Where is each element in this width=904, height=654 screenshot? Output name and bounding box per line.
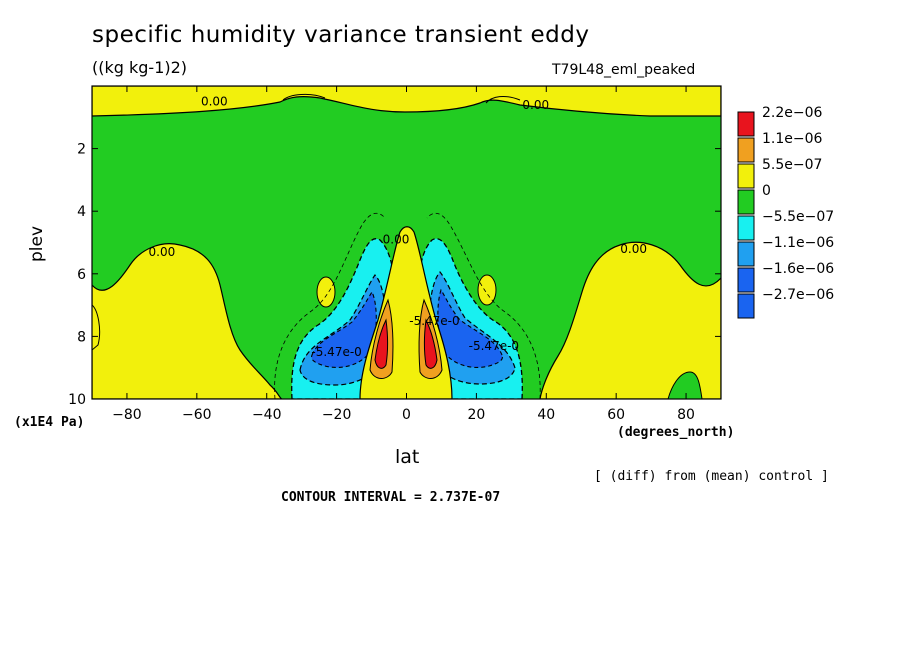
x-ticks: −80 −60 −40 −20 0 20 40 60 80 [112, 86, 695, 423]
chart-units: ((kg kg-1)2) [92, 58, 188, 77]
contour-label: 0.00 [201, 95, 228, 109]
contour-label: 0.00 [522, 98, 549, 112]
legend-label: −5.5e−07 [762, 209, 834, 225]
field-blob-left [316, 276, 336, 308]
contour-label: 0.00 [149, 245, 176, 259]
contour-label: -5.47e-0 [469, 339, 519, 353]
legend-swatch [737, 215, 755, 241]
legend-swatch [737, 189, 755, 215]
legend-label: −1.1e−06 [762, 235, 834, 251]
contour-fields [92, 86, 721, 399]
field-center-red-l [374, 318, 388, 369]
field-blob-right [477, 274, 497, 306]
field-right-lobe [539, 241, 721, 399]
x-tick-label: −60 [182, 407, 212, 423]
legend-label: 0 [762, 183, 771, 199]
chart-title: specific humidity variance transient edd… [92, 22, 590, 48]
field-left-lobe [92, 243, 283, 399]
legend-label: −1.6e−06 [762, 261, 834, 277]
run-label: T79L48_eml_peaked [552, 62, 696, 78]
field-deepblue-left [311, 290, 377, 369]
legend-label: 2.2e−06 [762, 105, 823, 121]
field-left-edge [92, 304, 101, 351]
field-deepblue-right [437, 288, 503, 369]
color-legend: 2.2e−06 1.1e−06 5.5e−07 0 −5.5e−07 −1.1e−06 −1… [737, 105, 834, 319]
y-tick-label: 4 [77, 204, 86, 220]
x-tick-label: 40 [537, 407, 555, 423]
x-tick-label: 0 [402, 407, 411, 423]
legend-label: 1.1e−06 [762, 131, 823, 147]
contour-label: 0.00 [620, 242, 647, 256]
x-axis-label: lat [395, 446, 420, 468]
contour-labels: 0.00 0.00 0.00 0.00 0.00 -5.47e-0 -5.47e-0 -5.4… [149, 95, 647, 359]
x-tick-label: −80 [112, 407, 142, 423]
contour-interval: CONTOUR INTERVAL = 2.737E-07 [281, 490, 501, 505]
x-tick-label: −40 [252, 407, 282, 423]
y-tick-label: 10 [68, 392, 86, 408]
diff-note: [ (diff) from (mean) control ] [594, 469, 829, 484]
contour-label: -5.47e-0 [409, 314, 459, 328]
y-axis-units: (x1E4 Pa) [14, 415, 85, 430]
contour-label: -5.47e-0 [311, 345, 361, 359]
legend-swatch [737, 111, 755, 137]
top-blip-left [282, 93, 326, 101]
legend-label: −2.7e−06 [762, 287, 834, 303]
y-tick-label: 6 [77, 267, 86, 283]
y-ticks: 2 4 6 8 10 [68, 142, 721, 408]
x-tick-label: 20 [467, 407, 485, 423]
contour-label: 0.00 [383, 232, 410, 246]
x-tick-label: 80 [677, 407, 695, 423]
legend-swatch [737, 163, 755, 189]
x-axis-units: (degrees_north) [617, 425, 735, 440]
field-right-dip [667, 371, 703, 399]
y-tick-label: 2 [77, 142, 86, 158]
x-tick-label: −20 [322, 407, 352, 423]
x-tick-label: 60 [607, 407, 625, 423]
field-top-yellow [92, 86, 721, 117]
field-center-red-r [424, 318, 438, 369]
legend-swatch [737, 267, 755, 293]
legend-label: 5.5e−07 [762, 157, 822, 173]
y-tick-label: 8 [77, 329, 86, 345]
legend-swatch [737, 293, 755, 319]
legend-swatch [737, 137, 755, 163]
top-blip-right [485, 95, 521, 104]
legend-swatch [737, 241, 755, 267]
